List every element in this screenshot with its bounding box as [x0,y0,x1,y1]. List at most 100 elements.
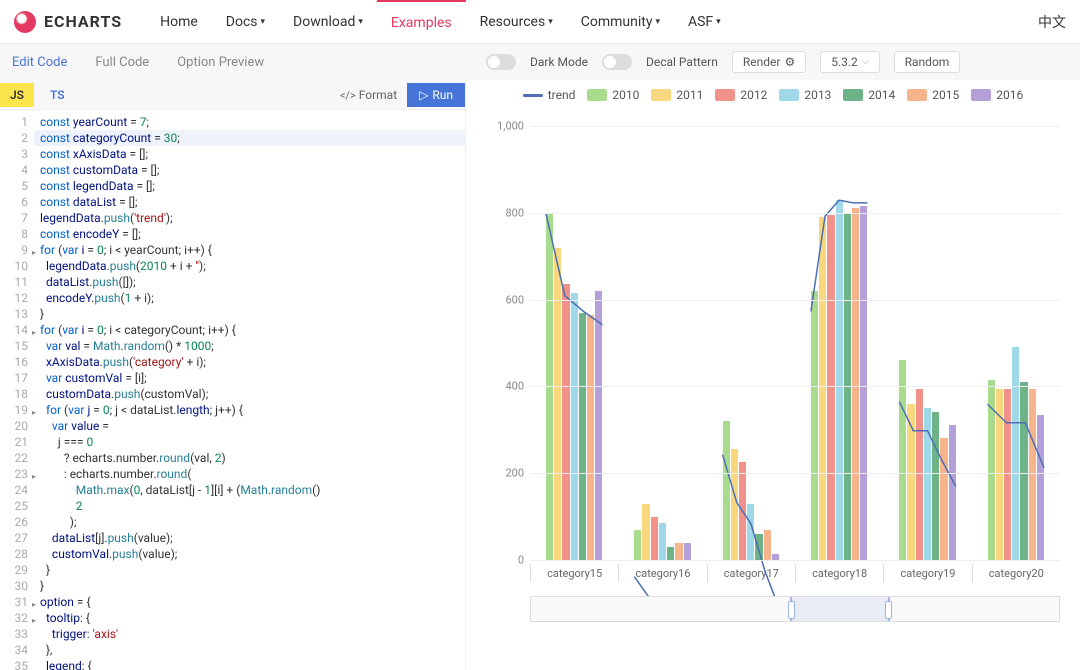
code-line[interactable]: ); [34,514,465,530]
code-line[interactable]: for (var j = 0; j < dataList.length; j++… [34,402,465,418]
legend-item[interactable]: 2015 [907,88,959,102]
code-line[interactable]: option = { [34,594,465,610]
code-line[interactable]: trigger: 'axis' [34,626,465,642]
legend-item[interactable]: 2011 [651,88,703,102]
code-line[interactable]: const customData = []; [34,162,465,178]
version-select[interactable]: 5.3.2 ⌵ [820,51,879,73]
run-button[interactable]: ▷Run [407,83,465,107]
nav-resources[interactable]: Resources▾ [466,0,567,44]
format-button[interactable]: </> Format [330,88,407,102]
code-line[interactable]: customData.push(customVal); [34,386,465,402]
decal-toggle[interactable] [602,54,632,70]
zoom-handle-left[interactable] [788,601,795,619]
code-line[interactable]: const encodeY = []; [34,226,465,242]
code-line[interactable]: 2 [34,498,465,514]
brand-text: ECHARTS [44,12,122,31]
y-axis-label: 800 [505,206,524,219]
chevron-down-icon: ▾ [548,17,553,27]
chart-area[interactable]: category15category16category17category18… [480,108,1066,628]
legend-item[interactable]: 2014 [843,88,895,102]
legend-swatch [971,89,991,101]
data-zoom[interactable] [530,596,1060,622]
code-line[interactable]: var value = [34,418,465,434]
code-line[interactable]: const dataList = []; [34,194,465,210]
render-button[interactable]: Render ⚙ [732,51,806,73]
chevron-down-icon: ▾ [655,17,660,27]
x-axis-label: category16 [618,564,706,582]
dark-mode-toggle[interactable] [486,54,516,70]
chevron-down-icon: ▾ [358,17,363,27]
code-line[interactable]: } [34,562,465,578]
code-line[interactable]: dataList.push([]); [34,274,465,290]
chart-pane: trend 2010 2011 2012 2013 2014 2015 2016 catego… [466,80,1080,670]
y-axis-label: 1,000 [497,120,524,133]
code-line[interactable]: legend: { [34,658,465,670]
legend-swatch [651,89,671,101]
nav-home[interactable]: Home [146,0,212,44]
tab-js[interactable]: JS [0,83,34,107]
decal-label: Decal Pattern [646,55,718,69]
code-line[interactable]: j === 0 [34,434,465,450]
code-line[interactable]: for (var i = 0; i < yearCount; i++) { [34,242,465,258]
top-nav: ECHARTS HomeDocs▾Download▾ExamplesResour… [0,0,1080,44]
code-line[interactable]: const categoryCount = 30; [34,130,465,146]
code-line[interactable]: ? echarts.number.round(val, 2) [34,450,465,466]
code-line[interactable]: legendData.push(2010 + i + ''); [34,258,465,274]
code-line[interactable]: var customVal = [i]; [34,370,465,386]
toolbar: Edit Code Full Code Option Preview Dark Mo… [0,44,1080,80]
code-line[interactable]: for (var i = 0; i < categoryCount; i++) … [34,322,465,338]
toolbar-tab-2[interactable]: Option Preview [177,55,264,70]
language-switch[interactable]: 中文 [1038,12,1066,32]
nav-asf[interactable]: ASF▾ [674,0,735,44]
echarts-logo-icon [14,11,36,33]
code-line[interactable]: } [34,578,465,594]
nav-download[interactable]: Download▾ [279,0,377,44]
legend-item[interactable]: 2012 [715,88,767,102]
toolbar-tab-0[interactable]: Edit Code [12,55,67,70]
code-line[interactable]: encodeY.push(1 + i); [34,290,465,306]
x-axis-label: category17 [707,564,795,582]
nav-community[interactable]: Community▾ [567,0,674,44]
zoom-handle-right[interactable] [885,601,892,619]
code-line[interactable]: tooltip: { [34,610,465,626]
code-line[interactable]: const legendData = []; [34,178,465,194]
x-axis-label: category19 [883,564,971,582]
code-line[interactable]: Math.max(0, dataList[j - 1][i] + (Math.r… [34,482,465,498]
x-axis-label: category15 [530,564,618,582]
code-line[interactable]: }, [34,642,465,658]
code-line[interactable]: xAxisData.push('category' + i); [34,354,465,370]
dark-mode-label: Dark Mode [530,55,588,69]
random-button[interactable]: Random [894,51,961,73]
play-icon: ▷ [419,88,428,102]
code-line[interactable]: const xAxisData = []; [34,146,465,162]
legend-swatch [715,89,735,101]
nav-examples[interactable]: Examples [377,0,466,44]
y-axis-label: 200 [505,467,524,480]
legend-item[interactable]: 2013 [779,88,831,102]
code-line[interactable]: customVal.push(value); [34,546,465,562]
chevron-down-icon: ⌵ [862,57,869,67]
legend-item[interactable]: trend [523,88,576,102]
code-line[interactable]: var val = Math.random() * 1000; [34,338,465,354]
tab-ts[interactable]: TS [40,83,75,107]
nav-docs[interactable]: Docs▾ [212,0,279,44]
code-line[interactable]: : echarts.number.round( [34,466,465,482]
gear-icon: ⚙ [784,55,795,69]
code-line[interactable]: legendData.push('trend'); [34,210,465,226]
chevron-down-icon: ▾ [261,17,266,27]
legend-swatch [587,89,607,101]
legend-swatch [779,89,799,101]
legend-item[interactable]: 2016 [971,88,1023,102]
code-line[interactable]: } [34,306,465,322]
brand[interactable]: ECHARTS [14,11,122,33]
code-line[interactable]: dataList[j].push(value); [34,530,465,546]
code-line[interactable]: const yearCount = 7; [34,114,465,130]
code-editor[interactable]: 123456789▸1011121314▸1516171819▸20212223… [0,110,465,670]
toolbar-tab-1[interactable]: Full Code [95,55,149,70]
legend-item[interactable]: 2010 [587,88,639,102]
x-axis-label: category20 [972,564,1060,582]
chart-legend: trend 2010 2011 2012 2013 2014 2015 2016 [480,88,1066,102]
legend-swatch [907,89,927,101]
y-axis-label: 600 [505,293,524,306]
y-axis-label: 0 [518,554,524,567]
